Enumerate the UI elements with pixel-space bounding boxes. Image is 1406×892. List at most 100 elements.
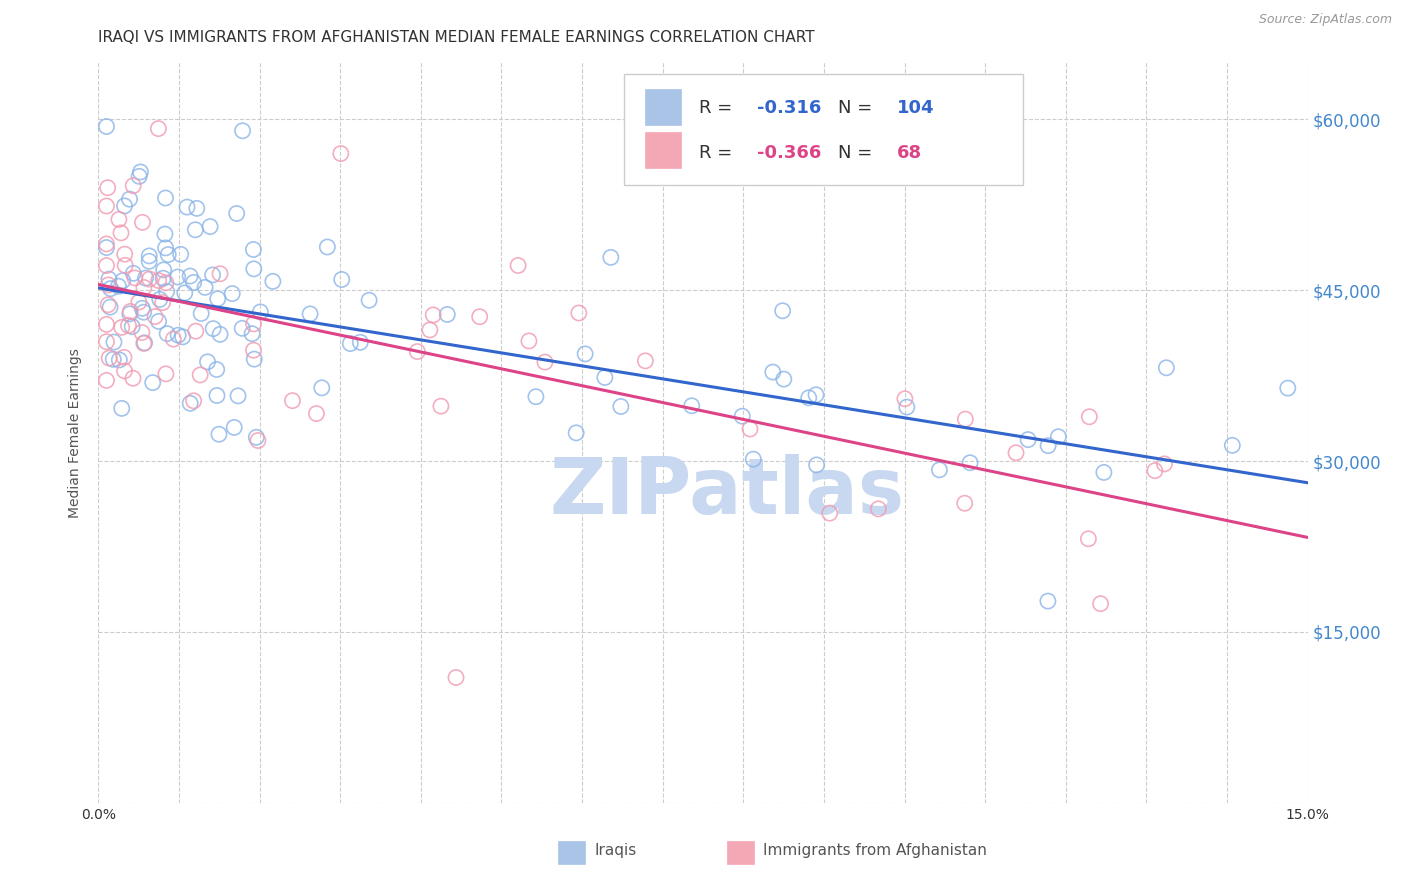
- Point: [129, 165, 152, 179]
- Point: [593, 370, 616, 384]
- Point: [245, 430, 267, 444]
- FancyBboxPatch shape: [645, 132, 682, 168]
- Point: [599, 251, 621, 265]
- Point: [96, 236, 118, 251]
- Point: [262, 274, 284, 288]
- Point: [762, 365, 785, 379]
- Text: R =: R =: [699, 99, 738, 118]
- Point: [131, 326, 153, 340]
- Point: [188, 368, 211, 382]
- Point: [184, 324, 207, 338]
- Point: [610, 400, 633, 414]
- Text: N =: N =: [838, 144, 879, 161]
- Point: [330, 272, 353, 286]
- Point: [243, 261, 266, 276]
- Point: [190, 306, 212, 320]
- Point: [138, 249, 160, 263]
- Point: [173, 285, 195, 300]
- Point: [225, 206, 247, 220]
- Point: [128, 169, 150, 184]
- Point: [97, 180, 120, 194]
- Point: [1036, 594, 1059, 608]
- Point: [201, 268, 224, 282]
- Point: [96, 120, 118, 134]
- Point: [1277, 381, 1299, 395]
- Point: [772, 372, 794, 386]
- Text: R =: R =: [699, 144, 738, 161]
- Point: [868, 501, 890, 516]
- Point: [329, 146, 352, 161]
- Point: [444, 671, 467, 685]
- FancyBboxPatch shape: [645, 89, 682, 125]
- Point: [97, 272, 120, 286]
- Point: [132, 280, 155, 294]
- Point: [96, 259, 118, 273]
- FancyBboxPatch shape: [727, 841, 754, 863]
- Point: [184, 223, 207, 237]
- Point: [349, 335, 371, 350]
- Point: [97, 277, 120, 292]
- Point: [208, 427, 231, 442]
- Point: [1078, 409, 1101, 424]
- Point: [172, 330, 194, 344]
- Point: [96, 241, 118, 255]
- Point: [103, 352, 125, 367]
- Point: [108, 353, 131, 368]
- Point: [117, 318, 139, 333]
- Point: [197, 355, 219, 369]
- Point: [132, 336, 155, 351]
- Point: [1017, 433, 1039, 447]
- Point: [1005, 446, 1028, 460]
- Point: [98, 300, 121, 314]
- Point: [156, 326, 179, 341]
- Point: [224, 420, 246, 434]
- Text: N =: N =: [838, 99, 879, 118]
- Point: [818, 506, 841, 520]
- Point: [131, 215, 153, 229]
- Point: [96, 373, 118, 387]
- Point: [311, 381, 333, 395]
- Point: [406, 344, 429, 359]
- Point: [205, 362, 228, 376]
- Point: [155, 285, 177, 299]
- Point: [1220, 438, 1243, 452]
- Point: [170, 247, 193, 261]
- Point: [110, 226, 132, 240]
- Point: [205, 388, 228, 402]
- Point: [100, 282, 122, 296]
- Point: [240, 326, 263, 341]
- Point: [246, 434, 269, 448]
- Point: [111, 401, 134, 416]
- Point: [138, 272, 160, 286]
- Point: [96, 199, 118, 213]
- Point: [134, 335, 156, 350]
- Point: [155, 276, 177, 290]
- Point: [138, 254, 160, 268]
- Point: [183, 393, 205, 408]
- Point: [148, 314, 170, 328]
- Point: [242, 243, 264, 257]
- Point: [928, 463, 950, 477]
- Point: [132, 305, 155, 319]
- Text: IRAQI VS IMMIGRANTS FROM AFGHANISTAN MEDIAN FEMALE EARNINGS CORRELATION CHART: IRAQI VS IMMIGRANTS FROM AFGHANISTAN MED…: [98, 29, 815, 45]
- Point: [155, 191, 177, 205]
- Point: [118, 307, 141, 321]
- Point: [316, 240, 339, 254]
- FancyBboxPatch shape: [558, 841, 585, 863]
- Point: [162, 332, 184, 346]
- Point: [1153, 457, 1175, 471]
- Point: [243, 352, 266, 367]
- Point: [198, 219, 221, 234]
- Point: [231, 321, 253, 335]
- Point: [534, 355, 557, 369]
- Point: [772, 303, 794, 318]
- Point: [1047, 430, 1070, 444]
- Point: [114, 247, 136, 261]
- Point: [797, 391, 820, 405]
- Point: [959, 456, 981, 470]
- Point: [114, 258, 136, 272]
- Point: [128, 295, 150, 310]
- FancyBboxPatch shape: [624, 73, 1024, 185]
- Point: [166, 270, 188, 285]
- Point: [155, 241, 177, 255]
